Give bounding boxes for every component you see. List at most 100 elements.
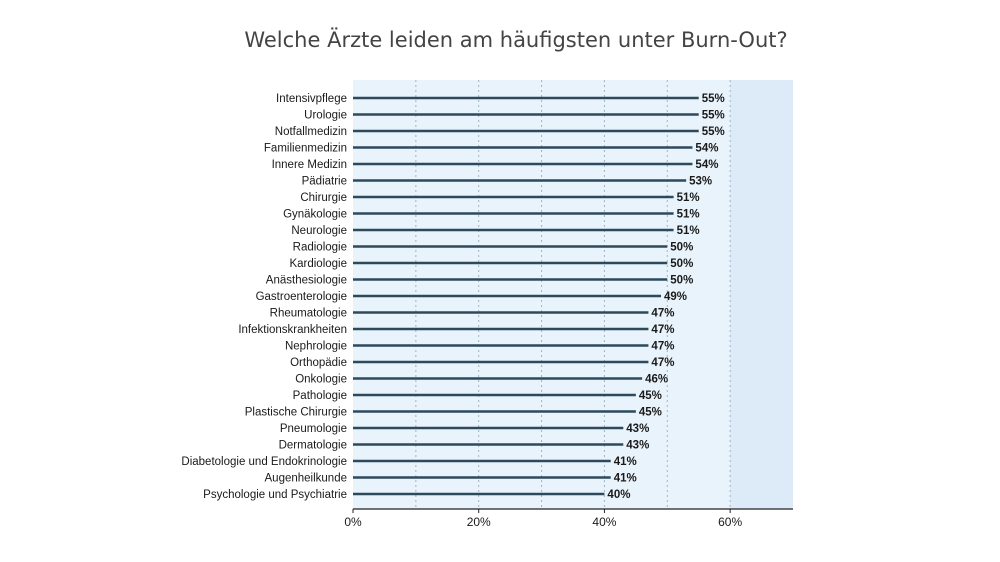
category-label: Urologie <box>304 110 347 122</box>
bar <box>353 327 649 331</box>
category-label: Psychologie und Psychiatrie <box>203 489 347 501</box>
bar <box>353 377 643 380</box>
bar-row: Radiologie 50% <box>293 242 694 254</box>
bar-row: Dermatologie 43% <box>279 440 650 452</box>
category-label: Familienmedizin <box>264 143 347 155</box>
bar <box>353 179 687 182</box>
bar <box>353 459 611 463</box>
category-label: Nephrologie <box>285 341 347 353</box>
category-label: Rheumatologie <box>270 308 347 320</box>
bar-row: Plastische Chirurgie 45% <box>245 407 662 419</box>
bar-row: Urologie 55% <box>304 110 725 122</box>
category-label: Infektionskrankheiten <box>238 324 347 336</box>
bar-row: Nephrologie 47% <box>285 341 674 353</box>
bar-row: Kardiologie 50% <box>289 258 693 270</box>
bar <box>353 476 611 479</box>
value-label: 54% <box>695 143 718 155</box>
category-label: Innere Medizin <box>272 159 347 171</box>
category-label: Pneumologie <box>280 423 347 435</box>
bar-row: Gynäkologie 51% <box>283 209 700 221</box>
value-label: 50% <box>670 275 693 287</box>
value-label: 47% <box>651 324 674 336</box>
category-label: Dermatologie <box>279 440 347 452</box>
x-tick-label: 20% <box>467 515 491 529</box>
bar <box>353 261 668 265</box>
value-label: 49% <box>664 291 687 303</box>
bar-row: Anästhesiologie 50% <box>266 275 694 287</box>
bar <box>353 393 636 397</box>
value-label: 50% <box>670 258 693 270</box>
value-label: 46% <box>645 374 668 386</box>
bar <box>353 426 624 430</box>
bar <box>353 113 699 116</box>
value-label: 53% <box>689 176 712 188</box>
category-label: Gastroenterologie <box>256 291 347 303</box>
value-label: 45% <box>639 407 662 419</box>
bar-row: Intensivpflege 55% <box>276 93 725 105</box>
value-label: 55% <box>702 126 725 138</box>
bar-row: Pathologie 45% <box>293 390 662 402</box>
value-label: 55% <box>702 110 725 122</box>
category-label: Radiologie <box>293 242 347 254</box>
plot-highlight-band <box>730 80 793 509</box>
value-label: 54% <box>695 159 718 171</box>
bar <box>353 294 661 298</box>
bar-row: Neurologie 51% <box>291 225 699 237</box>
bar-row: Diabetologie und Endokrinologie 41% <box>181 456 636 468</box>
value-label: 43% <box>626 440 649 452</box>
bar <box>353 212 674 215</box>
bar-row: Psychologie und Psychiatrie 40% <box>203 489 630 501</box>
category-label: Gynäkologie <box>283 209 347 221</box>
value-label: 55% <box>702 93 725 105</box>
bar-row: Onkologie 46% <box>295 374 668 386</box>
bar <box>353 96 699 100</box>
bar <box>353 129 699 133</box>
bar <box>353 195 674 199</box>
category-label: Pathologie <box>293 390 347 402</box>
x-tick-label: 60% <box>718 515 742 529</box>
bar-row: Orthopädie 47% <box>290 357 674 369</box>
category-label: Diabetologie und Endokrinologie <box>181 456 347 468</box>
category-label: Pädiatrie <box>302 176 347 188</box>
category-label: Augenheilkunde <box>265 473 348 485</box>
x-tick-label: 40% <box>592 515 616 529</box>
value-label: 40% <box>607 489 630 501</box>
bar <box>353 228 674 232</box>
value-label: 51% <box>677 209 700 221</box>
bar-row: Chirurgie 51% <box>300 192 699 204</box>
category-label: Chirurgie <box>300 192 347 204</box>
bar <box>353 492 605 496</box>
bar <box>353 146 693 149</box>
category-label: Plastische Chirurgie <box>245 407 347 419</box>
bar <box>353 278 668 281</box>
bar-row: Familienmedizin 54% <box>264 143 719 155</box>
x-tick-label: 0% <box>344 515 362 529</box>
category-label: Anästhesiologie <box>266 275 347 287</box>
bar-row: Notfallmedizin 55% <box>275 126 725 138</box>
bar <box>353 410 636 413</box>
category-label: Intensivpflege <box>276 93 347 105</box>
category-label: Neurologie <box>291 225 347 237</box>
category-label: Notfallmedizin <box>275 126 347 138</box>
bar-row: Rheumatologie 47% <box>270 308 675 320</box>
value-label: 41% <box>614 456 637 468</box>
value-label: 41% <box>614 473 637 485</box>
bar-row: Innere Medizin 54% <box>272 159 719 171</box>
chart-title: Welche Ärzte leiden am häufigsten unter … <box>244 27 787 52</box>
plot-area <box>353 80 793 509</box>
bar <box>353 360 649 364</box>
value-label: 45% <box>639 390 662 402</box>
value-label: 50% <box>670 242 693 254</box>
bar-row: Gastroenterologie 49% <box>256 291 687 303</box>
bar <box>353 443 624 446</box>
value-label: 47% <box>651 357 674 369</box>
value-label: 51% <box>677 192 700 204</box>
bar <box>353 162 693 166</box>
value-label: 47% <box>651 341 674 353</box>
value-label: 51% <box>677 225 700 237</box>
bar-row: Pädiatrie 53% <box>302 176 713 188</box>
bar <box>353 344 649 347</box>
bar-row: Pneumologie 43% <box>280 423 649 435</box>
bar <box>353 311 649 314</box>
